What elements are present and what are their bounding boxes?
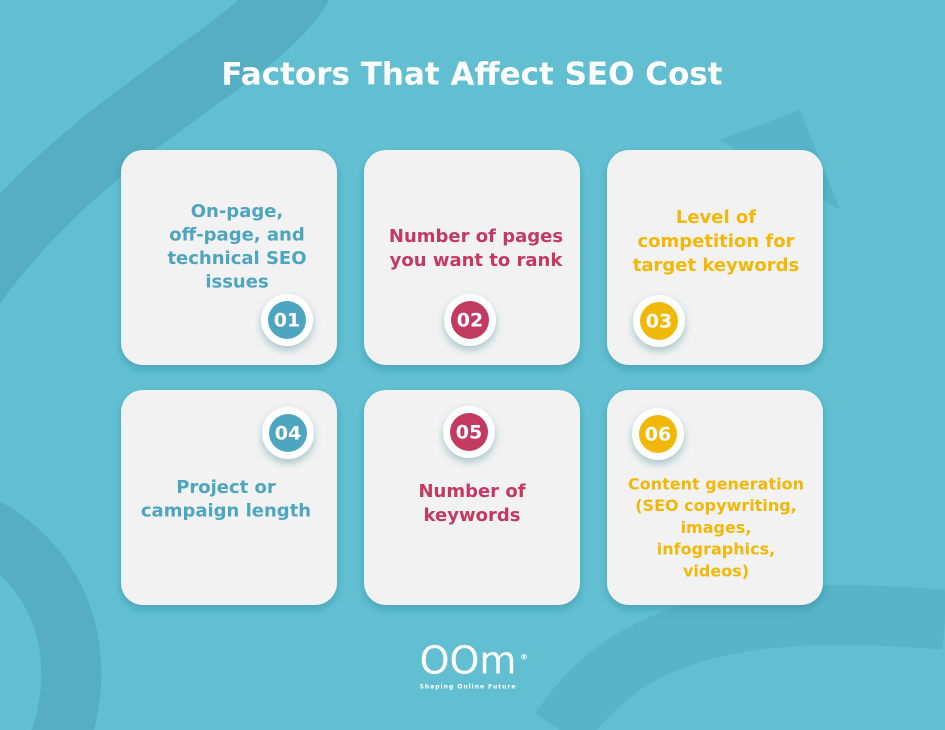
card-text: issues: [205, 272, 268, 293]
card-text: images,: [681, 518, 752, 537]
title: Factors That Affect SEO Cost: [221, 57, 722, 93]
card-number: 05: [456, 422, 482, 444]
card-text: target keywords: [633, 255, 800, 276]
card-text: technical SEO: [167, 248, 306, 269]
card-text: you want to rank: [390, 250, 564, 271]
decor-arc: [535, 584, 945, 730]
number-badge: [269, 414, 307, 452]
card-text: videos): [683, 561, 749, 580]
logo-tagline: Shaping Online Future: [420, 684, 517, 691]
card-text: Number of pages: [389, 226, 563, 247]
card-number: 02: [457, 310, 483, 332]
card-number: 03: [646, 311, 672, 333]
number-badge: [639, 415, 677, 453]
logo-mark: ®: [520, 653, 528, 662]
card-number: 04: [275, 423, 301, 445]
card-number: 01: [274, 310, 300, 332]
card-text: keywords: [424, 505, 521, 526]
card-text: (SEO copywriting,: [635, 496, 797, 515]
card: [364, 150, 580, 365]
card-text: campaign length: [141, 501, 311, 522]
number-badge: [268, 301, 306, 339]
logo-name: OOm: [420, 639, 517, 683]
number-badge: [451, 301, 489, 339]
card-text: Project or: [176, 477, 276, 498]
card: [364, 390, 580, 605]
card-text: competition for: [638, 231, 795, 252]
number-badge: [640, 302, 678, 340]
card-text: On-page,: [191, 201, 284, 222]
card-number: 06: [645, 424, 671, 446]
card-text: Content generation: [628, 475, 804, 494]
card-text: Number of: [418, 481, 525, 502]
card-text: off-page, and: [169, 225, 305, 246]
number-badge: [450, 413, 488, 451]
card-text: Level of: [676, 207, 756, 228]
card-text: infographics,: [657, 540, 775, 559]
decor-arc: [0, 501, 102, 730]
decor-arc: [0, 0, 329, 304]
